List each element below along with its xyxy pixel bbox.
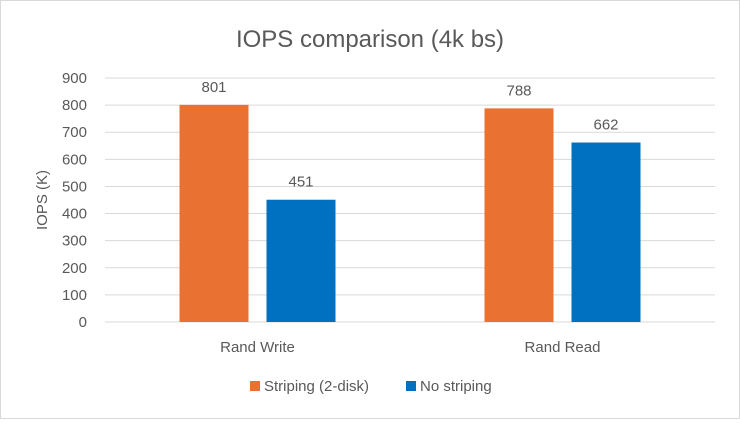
bar (571, 142, 641, 322)
y-tick-label: 300 (62, 233, 87, 250)
data-label: 801 (201, 79, 226, 96)
x-tick-label: Rand Read (525, 339, 601, 356)
legend-label: No striping (420, 378, 492, 395)
y-tick-label: 900 (62, 70, 87, 87)
data-label: 662 (593, 117, 618, 134)
data-label: 451 (288, 174, 313, 191)
y-axis-label: IOPS (K) (34, 170, 51, 230)
chart-title: IOPS comparison (4k bs) (236, 26, 504, 53)
legend-swatch (250, 381, 260, 391)
y-tick-label: 500 (62, 178, 87, 195)
y-tick-label: 800 (62, 97, 87, 114)
legend-label: Striping (2-disk) (264, 378, 369, 395)
bar (484, 108, 554, 322)
data-label: 788 (506, 82, 531, 99)
bar (179, 104, 249, 322)
y-tick-label: 600 (62, 151, 87, 168)
bar (266, 199, 336, 322)
y-tick-label: 100 (62, 287, 87, 304)
x-tick-label: Rand Write (220, 339, 295, 356)
y-tick-label: 400 (62, 206, 87, 223)
y-tick-label: 700 (62, 124, 87, 141)
y-tick-label: 0 (79, 314, 87, 331)
legend-swatch (406, 381, 416, 391)
y-tick-label: 200 (62, 260, 87, 277)
